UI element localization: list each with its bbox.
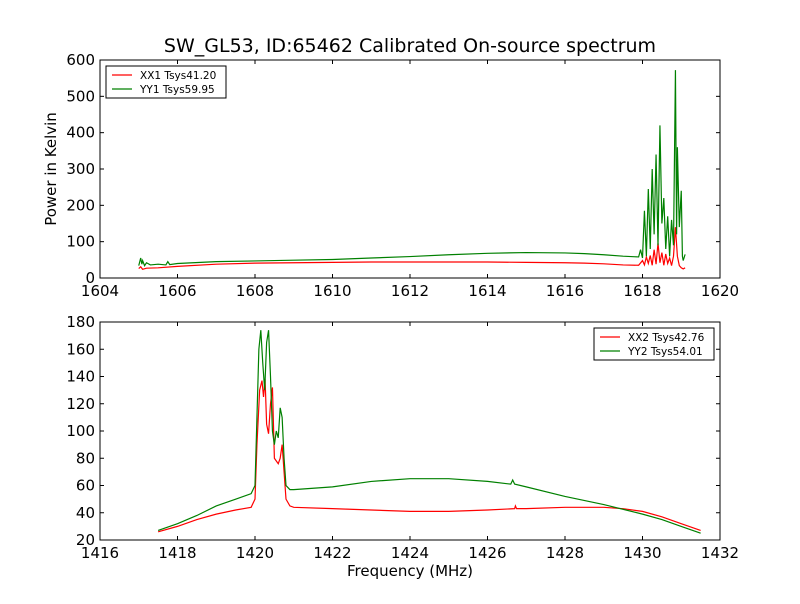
bottom-xtick-label: 1418 [158, 544, 196, 562]
top-xtick-label: 1614 [468, 282, 506, 300]
top-xtick-label: 1608 [236, 282, 274, 300]
top-series-yy-line [138, 70, 686, 267]
bottom-legend: XX2 Tsys42.76 YY2 Tsys54.01 [593, 327, 715, 361]
bottom-xtick-label: 1428 [546, 544, 584, 562]
bottom-ytick-label: 140 [66, 368, 95, 386]
top-xtick-label: 1616 [546, 282, 584, 300]
top-ytick-label: 0 [85, 269, 95, 287]
top-legend-label: YY1 Tsys59.95 [139, 84, 215, 96]
top-xtick-label: 1612 [391, 282, 429, 300]
bottom-ytick-label: 20 [76, 531, 95, 549]
bottom-legend-box [593, 327, 715, 361]
bottom-xtick-label: 1426 [468, 544, 506, 562]
top-ytick-label: 300 [66, 160, 95, 178]
bottom-ytick-label: 160 [66, 340, 95, 358]
bottom-ytick-label: 60 [76, 477, 95, 495]
top-ytick-label: 600 [66, 51, 95, 69]
top-ylabel: Power in Kelvin [42, 112, 60, 226]
top-ytick-label: 500 [66, 87, 95, 105]
bottom-subplot: 1416 1418 1420 1422 1424 1426 1428 1430 1432 20 40… [66, 313, 739, 580]
top-series-xx-line [138, 227, 686, 270]
bottom-ytick-label: 40 [76, 504, 95, 522]
bottom-xlabel: Frequency (MHz) [347, 562, 473, 580]
top-legend-box [105, 65, 227, 99]
bottom-xtick-label: 1432 [701, 544, 739, 562]
bottom-ytick-label: 80 [76, 449, 95, 467]
bottom-ytick-label: 180 [66, 313, 95, 331]
bottom-legend-label: YY2 Tsys54.01 [627, 346, 703, 358]
bottom-series-yy-line [157, 330, 701, 534]
top-subplot: 1604 1606 1608 1610 1612 1614 1616 1618 1620 0 100… [42, 51, 739, 300]
top-ytick-label: 100 [66, 233, 95, 251]
figure-title: SW_GL53, ID:65462 Calibrated On-source s… [164, 35, 656, 57]
bottom-ytick-label: 120 [66, 395, 95, 413]
top-xtick-label: 1604 [81, 282, 119, 300]
top-xtick-label: 1620 [701, 282, 739, 300]
top-xtick-label: 1610 [313, 282, 351, 300]
bottom-xtick-label: 1416 [81, 544, 119, 562]
top-legend-label: XX1 Tsys41.20 [140, 70, 216, 82]
top-legend: XX1 Tsys41.20 YY1 Tsys59.95 [105, 65, 227, 99]
top-xtick-label: 1618 [623, 282, 661, 300]
bottom-series-xx-line [157, 379, 701, 533]
top-xtick-label: 1606 [158, 282, 196, 300]
bottom-xtick-label: 1420 [236, 544, 274, 562]
bottom-legend-label: XX2 Tsys42.76 [628, 332, 705, 344]
bottom-ytick-label: 100 [66, 422, 95, 440]
bottom-xtick-label: 1424 [391, 544, 429, 562]
bottom-xtick-label: 1430 [623, 544, 661, 562]
top-ytick-label: 200 [66, 196, 95, 214]
top-ytick-label: 400 [66, 124, 95, 142]
bottom-xtick-label: 1422 [313, 544, 351, 562]
